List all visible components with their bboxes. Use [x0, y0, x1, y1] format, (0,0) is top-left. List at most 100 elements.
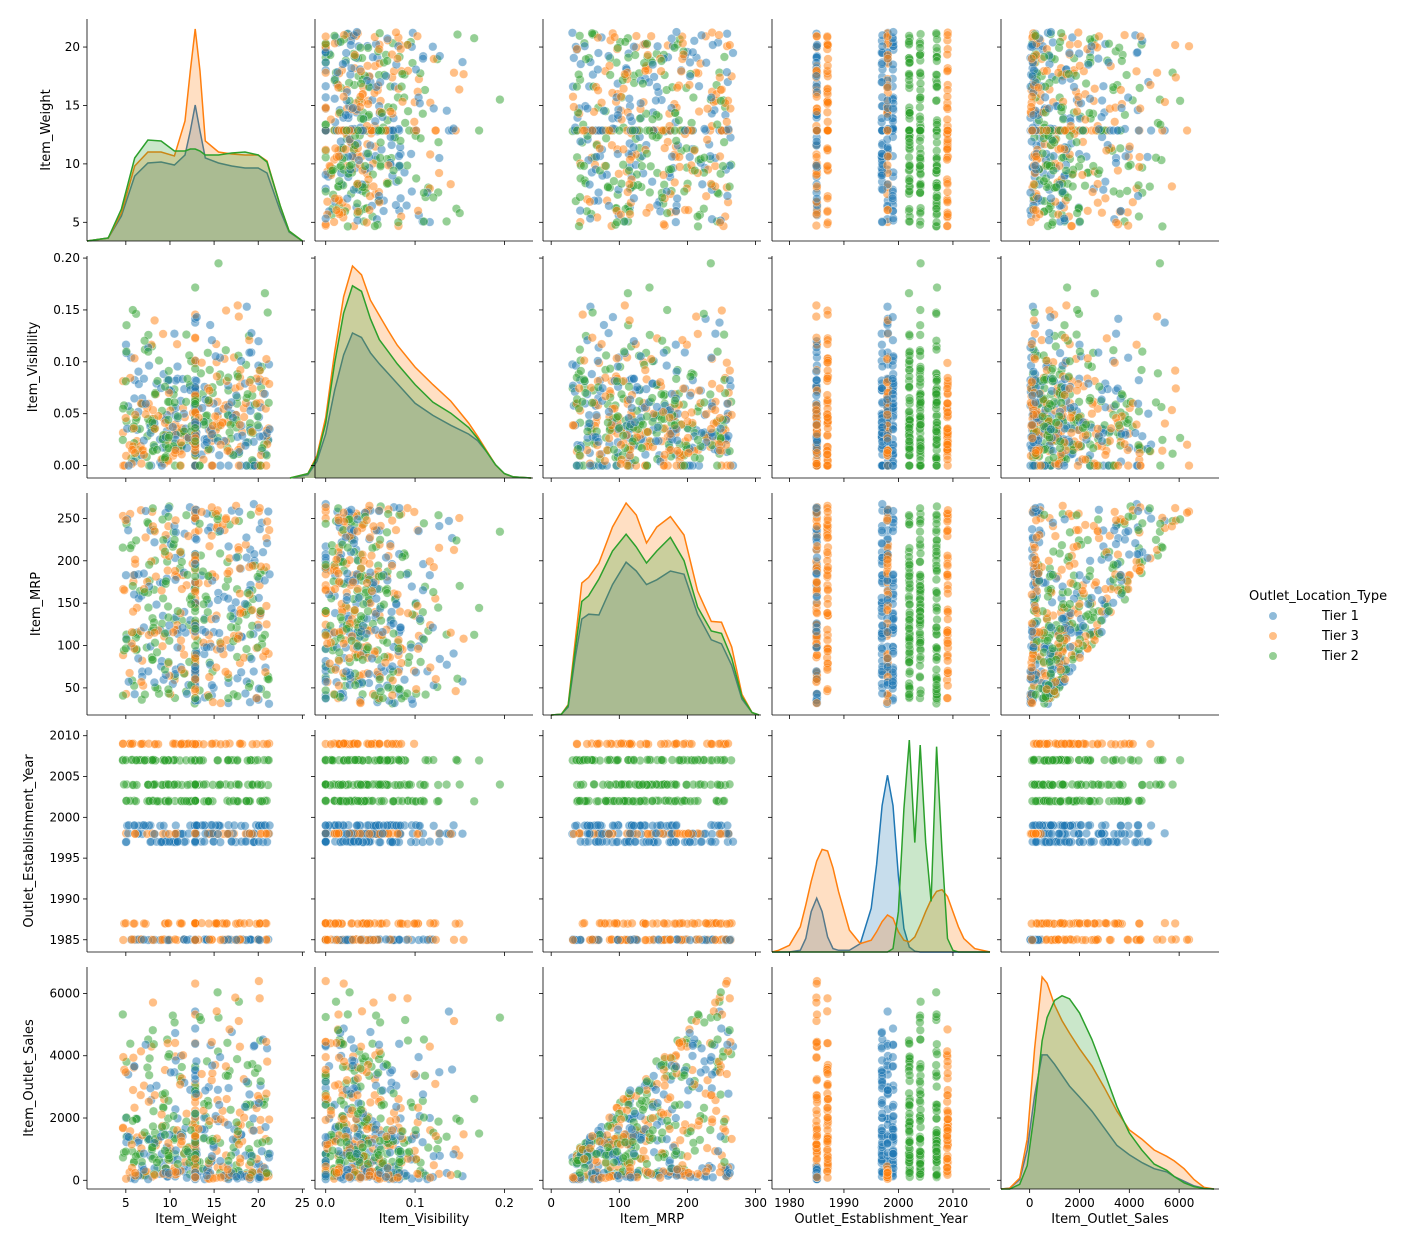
scatter-point [1171, 383, 1181, 393]
scatter-point [150, 424, 160, 434]
scatter-point [1027, 92, 1037, 102]
scatter-point [139, 435, 149, 446]
scatter-point [575, 450, 585, 460]
scatter-point [1075, 216, 1085, 227]
scatter-point [1044, 335, 1054, 345]
scatter-point [616, 440, 626, 450]
scatter-point [694, 385, 704, 396]
scatter-point [402, 200, 412, 211]
scatter-point [262, 516, 272, 527]
scatter-point [693, 211, 703, 222]
scatter-point [118, 435, 128, 445]
scatter-point [1028, 410, 1039, 420]
scatter-point [374, 44, 384, 54]
scatter-point [434, 521, 444, 531]
scatter-point [190, 382, 200, 392]
scatter-point [915, 374, 925, 384]
scatter-point [942, 221, 952, 231]
scatter-point [653, 41, 663, 51]
scatter-point [403, 106, 413, 116]
scatter-point [613, 110, 623, 120]
scatter-point [1111, 329, 1121, 339]
scatter-point [943, 135, 953, 145]
scatter-point [943, 209, 953, 219]
scatter-point [1122, 186, 1132, 196]
scatter-point [1160, 97, 1170, 107]
scatter-point [701, 409, 711, 419]
scatter-point [823, 358, 833, 368]
scatter-point [363, 148, 373, 159]
scatter-point [1083, 379, 1093, 389]
scatter-point [1048, 136, 1058, 146]
scatter-point [382, 179, 392, 189]
scatter-point [178, 623, 188, 633]
scatter-point [822, 449, 832, 459]
scatter-point [199, 599, 209, 609]
scatter-point [170, 535, 180, 545]
scatter-point [811, 58, 821, 68]
scatter-point [1116, 206, 1126, 216]
scatter-point [1152, 68, 1162, 78]
scatter-point [691, 312, 701, 322]
scatter-point [1087, 409, 1097, 419]
scatter-point [823, 366, 833, 376]
scatter-point [942, 66, 952, 76]
scatter-point [221, 345, 231, 355]
scatter-point [332, 67, 342, 77]
scatter-point [190, 624, 200, 634]
scatter-point [646, 354, 656, 364]
scatter-point [190, 662, 200, 672]
scatter-point [1100, 193, 1110, 203]
scatter-point [186, 599, 196, 609]
scatter-point [321, 47, 331, 57]
scatter-point [616, 389, 627, 399]
scatter-point [585, 197, 595, 207]
scatter-point [1056, 28, 1066, 38]
scatter-point [1088, 443, 1098, 453]
scatter-point [129, 353, 140, 363]
scatter-point [725, 182, 735, 192]
scatter-point [593, 64, 603, 75]
scatter-point [246, 328, 256, 338]
scatter-point [1111, 217, 1121, 228]
scatter-point [1137, 347, 1147, 357]
scatter-point [587, 333, 597, 343]
scatter-point [321, 92, 331, 102]
scatter-point [171, 445, 181, 455]
scatter-point [1184, 461, 1194, 471]
scatter-point [260, 288, 270, 298]
scatter-point [353, 125, 363, 136]
scatter-point [604, 201, 614, 211]
scatter-point [244, 348, 255, 358]
scatter-point [129, 423, 139, 433]
scatter-point [877, 41, 887, 51]
panel-item-weight-vs-item-outlet-sales [997, 19, 1219, 245]
scatter-point [215, 526, 225, 536]
scatter-point [915, 220, 925, 230]
scatter-point [336, 161, 346, 171]
scatter-point [1131, 420, 1142, 430]
scatter-point [1080, 181, 1090, 191]
scatter-point [678, 38, 688, 48]
scatter-point [915, 136, 925, 146]
scatter-point [877, 185, 888, 195]
scatter-point [329, 31, 340, 41]
scatter-point [628, 436, 638, 446]
scatter-point [1146, 125, 1156, 136]
kde-fill-tier-3 [87, 29, 303, 241]
scatter-point [1072, 208, 1082, 218]
scatter-point [706, 179, 716, 189]
scatter-point [628, 125, 638, 136]
scatter-point [634, 396, 644, 406]
scatter-point [715, 445, 725, 455]
scatter-point [411, 64, 421, 75]
scatter-point [680, 410, 690, 420]
scatter-point [395, 136, 405, 146]
kde-fill-tier-2 [87, 140, 303, 241]
scatter-point [150, 526, 160, 536]
scatter-point [882, 354, 892, 364]
scatter-point [1027, 390, 1037, 401]
scatter-point [248, 561, 258, 571]
scatter-point [715, 383, 725, 393]
